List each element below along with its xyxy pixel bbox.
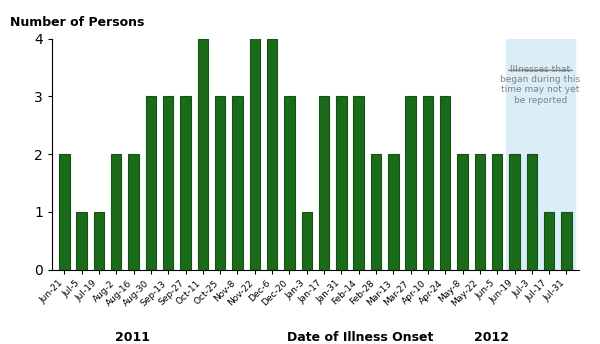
Bar [302, 212, 312, 270]
Bar [76, 212, 87, 270]
Bar [475, 154, 485, 270]
Text: Illnesses that
began during this
time may not yet
be reported: Illnesses that began during this time ma… [500, 65, 581, 105]
Bar [492, 154, 502, 270]
Bar [284, 96, 295, 270]
Bar [353, 96, 364, 270]
Bar [371, 154, 381, 270]
Text: 2012: 2012 [475, 331, 509, 344]
Text: 2011: 2011 [115, 331, 149, 344]
Bar [336, 96, 347, 270]
Bar [267, 39, 277, 270]
Bar [215, 96, 226, 270]
Bar [388, 154, 398, 270]
Bar [59, 154, 70, 270]
Bar [506, 39, 575, 270]
Bar [197, 39, 208, 270]
Bar [544, 212, 554, 270]
Bar [128, 154, 139, 270]
Bar [440, 96, 451, 270]
Bar [457, 154, 468, 270]
Bar [406, 96, 416, 270]
Bar [111, 154, 121, 270]
Bar [181, 96, 191, 270]
Bar [527, 154, 537, 270]
Bar [250, 0, 260, 270]
Bar [232, 96, 242, 270]
Text: Date of Illness Onset: Date of Illness Onset [287, 331, 433, 344]
Bar [146, 96, 156, 270]
Bar [423, 96, 433, 270]
Bar [163, 96, 173, 270]
Bar [94, 212, 104, 270]
Bar [319, 96, 329, 270]
Text: Number of Persons: Number of Persons [10, 17, 145, 29]
Bar [509, 154, 520, 270]
Bar [561, 212, 572, 270]
